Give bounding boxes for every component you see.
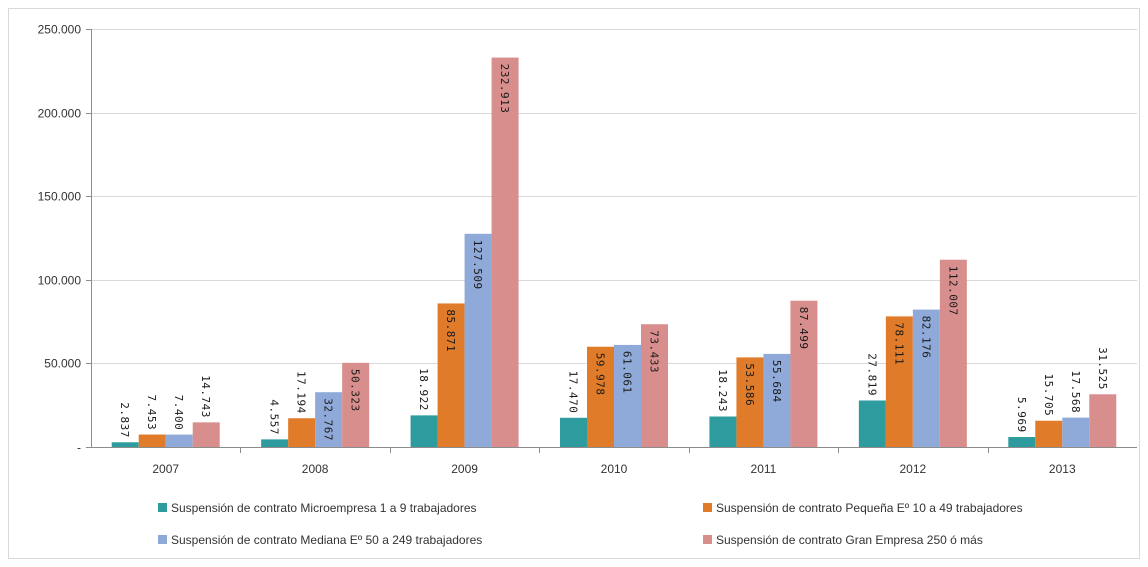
data-label: 14.743	[199, 375, 212, 418]
legend-swatch	[158, 535, 167, 544]
bar	[1008, 437, 1036, 447]
data-label: 27.819	[865, 353, 878, 396]
data-label: 17.470	[567, 371, 580, 414]
bar	[858, 400, 886, 447]
bar	[315, 392, 343, 447]
data-label: 61.061	[621, 351, 634, 394]
data-label: 17.568	[1069, 370, 1082, 413]
bars	[111, 57, 1117, 448]
bar	[192, 422, 220, 447]
data-label: 15.705	[1042, 374, 1055, 417]
bar	[288, 418, 316, 447]
data-label: 53.586	[743, 363, 756, 406]
data-label: 50.323	[349, 369, 362, 412]
chart-frame	[8, 8, 1140, 559]
bar	[614, 344, 641, 447]
bar	[912, 309, 940, 447]
bar	[1035, 420, 1063, 447]
data-label: 18.922	[417, 368, 430, 411]
bar	[587, 346, 614, 447]
data-label: 82.176	[919, 316, 932, 359]
data-label: 127.509	[471, 240, 484, 290]
data-label: 2.837	[118, 402, 131, 438]
bar	[885, 316, 913, 447]
y-tick-label: 100.000	[38, 274, 82, 288]
data-label: 18.243	[716, 369, 729, 412]
bar	[1089, 394, 1117, 447]
data-label: 59.978	[594, 353, 607, 396]
legend-swatch	[703, 535, 712, 544]
x-tick-label: 2009	[451, 462, 478, 476]
y-tick-label: -	[77, 441, 81, 455]
data-label: 7.400	[172, 395, 185, 431]
bar	[736, 357, 764, 447]
legend-label: Suspensión de contrato Microempresa 1 a …	[171, 501, 477, 515]
bar	[165, 434, 193, 447]
data-label: 85.871	[444, 309, 457, 352]
data-labels: 2.837 7.453 7.400 14.743 4.557 17.194 32.767 50…	[118, 64, 1109, 441]
bar	[491, 57, 519, 448]
bar	[261, 439, 289, 447]
data-label: 73.433	[648, 330, 661, 373]
x-tick-label: 2011	[751, 462, 777, 476]
data-label: 78.111	[892, 322, 905, 365]
bar	[1062, 417, 1090, 447]
bar	[560, 417, 587, 447]
data-label: 31.525	[1096, 347, 1109, 390]
bar	[641, 324, 668, 447]
legend-swatch	[703, 503, 712, 512]
x-tick-label: 2013	[1049, 462, 1076, 476]
y-tick-label: 200.000	[38, 107, 82, 121]
legend-label: Suspensión de contrato Pequeña Eº 10 a 4…	[716, 501, 1023, 515]
bar	[410, 415, 438, 447]
x-tick-label: 2010	[601, 462, 628, 476]
legend-swatch	[158, 503, 167, 512]
data-label: 87.499	[797, 307, 810, 350]
bar	[437, 303, 465, 447]
data-label: 232.913	[498, 64, 511, 114]
data-label: 112.007	[946, 266, 959, 316]
y-tick-label: 50.000	[44, 357, 81, 371]
bar	[763, 353, 791, 447]
legend-label: Suspensión de contrato Gran Empresa 250 …	[716, 533, 983, 547]
gridlines	[91, 29, 1137, 364]
legend-label: Suspensión de contrato Mediana Eº 50 a 2…	[171, 533, 482, 547]
data-label: 55.684	[770, 360, 783, 403]
bar	[939, 259, 967, 447]
y-tick-label: 250.000	[38, 23, 82, 37]
bar	[138, 434, 166, 447]
bar	[342, 362, 370, 447]
bar	[464, 233, 492, 447]
data-label: 7.453	[145, 395, 158, 431]
legend: Suspensión de contrato Microempresa 1 a …	[158, 501, 1023, 547]
bar	[790, 300, 818, 447]
data-label: 5.969	[1015, 397, 1028, 433]
x-tick-label: 2008	[302, 462, 329, 476]
x-tick-label: 2012	[900, 462, 927, 476]
bar	[111, 442, 139, 447]
data-label: 32.767	[322, 398, 335, 441]
y-tick-label: 150.000	[38, 190, 82, 204]
axes: - 50.000 100.000 150.000 200.000 250.000 2007 2…	[38, 23, 1137, 476]
data-label: 17.194	[295, 371, 308, 414]
data-label: 4.557	[268, 399, 281, 435]
x-tick-label: 2007	[152, 462, 179, 476]
bar	[709, 416, 737, 447]
